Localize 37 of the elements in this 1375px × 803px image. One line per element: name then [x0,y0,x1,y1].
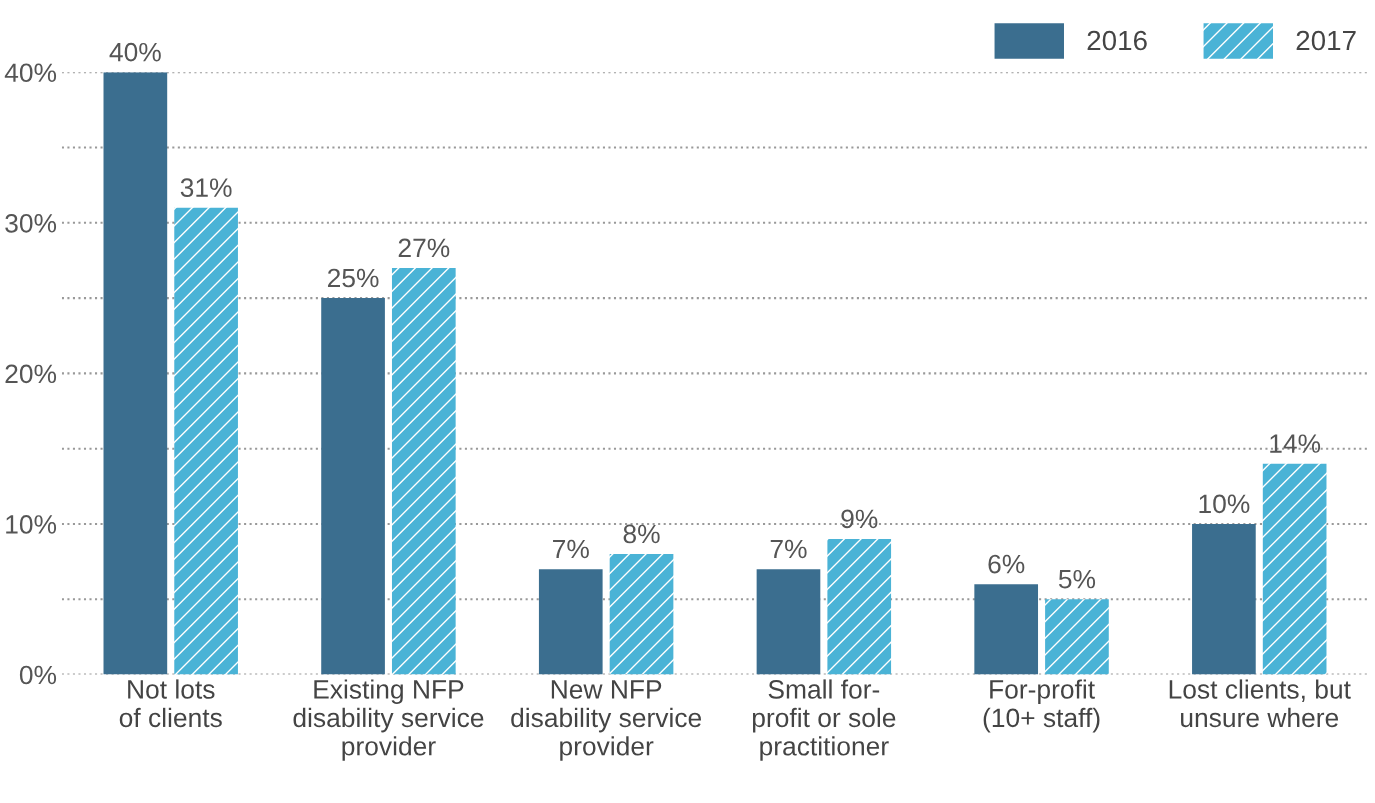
data-label: 10% [1199,494,1250,514]
bar [1192,523,1256,675]
x-tick-label: Not lots of clients [119,679,222,728]
data-label: 7% [770,539,807,559]
x-tick-label: New NFP disability service provider [511,680,702,761]
bar [827,539,892,675]
data-label: 9% [841,509,878,529]
data-label: 25% [327,268,379,288]
data-label: 5% [1058,569,1096,589]
y-tick-label: 20% [5,364,57,384]
x-tick-label: For-profit (10+ staff) [983,679,1100,733]
bar [609,554,674,675]
bar [391,268,456,675]
legend-label: 2017 [1296,30,1356,51]
bar [538,569,603,675]
y-tick-label: 30% [5,213,57,233]
data-label: 31% [180,178,232,197]
bar [756,569,821,675]
data-label: 7% [553,539,589,559]
y-tick-label: 10% [6,515,57,534]
y-tick-label: 0% [19,665,57,685]
x-tick-label: Small for- profit or sole practitioner [752,679,896,761]
bar [103,72,168,675]
data-label: 6% [988,554,1025,574]
bar [321,298,385,675]
bar [174,207,238,675]
data-label: 8% [623,524,660,544]
y-tick-label: 40% [4,63,57,83]
data-label: 40% [109,42,161,62]
data-label: 27% [398,238,450,258]
x-tick-label: Existing NFP disability service provider [293,679,484,761]
bar [1262,463,1327,675]
x-tick-label: Lost clients, but unsure where [1169,679,1351,728]
bar [974,584,1039,675]
data-label: 14% [1270,434,1321,453]
legend-label: 2016 [1087,30,1147,51]
bar [1045,599,1109,675]
